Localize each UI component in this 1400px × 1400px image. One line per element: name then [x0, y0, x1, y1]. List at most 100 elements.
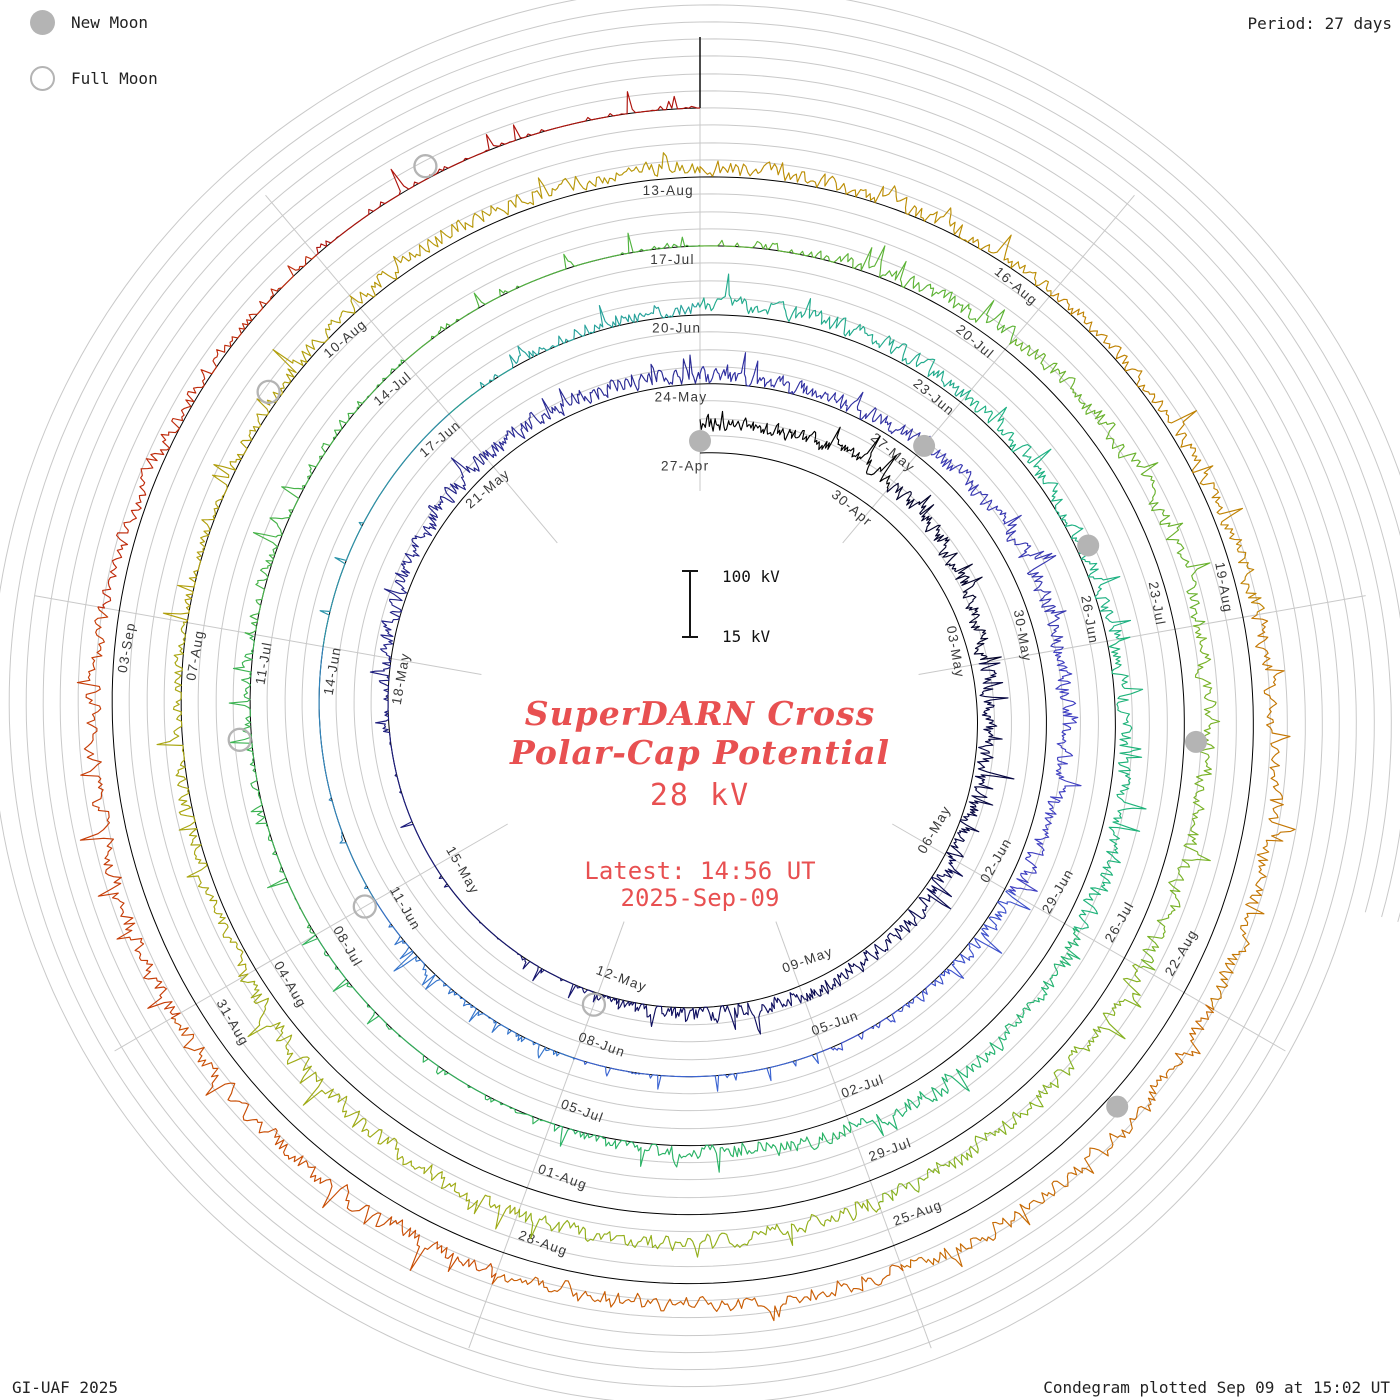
- date-label-30-May: 30-May: [1011, 609, 1035, 664]
- latest-date: 2025-Sep-09: [620, 884, 780, 912]
- date-label-09-May: 09-May: [780, 944, 835, 976]
- potential-trace-segment-8: [482, 354, 701, 461]
- full-moon-icon: [30, 65, 55, 91]
- date-label-25-Aug: 25-Aug: [891, 1197, 944, 1229]
- potential-trace-segment-27: [699, 239, 1016, 344]
- potential-trace-segment-43: [97, 254, 317, 609]
- potential-trace-segment-41: [171, 1017, 497, 1285]
- grid-spiral: [8, 4, 1400, 1388]
- scale-bottom-label: 15 kV: [722, 627, 771, 646]
- potential-trace-segment-37: [1049, 292, 1265, 615]
- new-moon-marker-27-Apr: [689, 430, 711, 452]
- grid-spiral: [42, 38, 1392, 1354]
- period-label: Period: 27 days: [1247, 14, 1393, 33]
- new-moon-marker-24-Jul: [1185, 730, 1207, 753]
- potential-trace-segment-44: [315, 91, 701, 256]
- latest-block: Latest: 14:56 UT 2025-Sep-09: [0, 858, 1400, 912]
- potential-trace-segment-16: [319, 413, 450, 647]
- date-label-29-Jul: 29-Jul: [867, 1135, 914, 1164]
- potential-trace-segment-28: [1009, 338, 1211, 626]
- scale-bar-cap-bottom: [682, 636, 698, 638]
- potential-trace-segment-39: [900, 1004, 1215, 1269]
- legend-new-moon: New Moon: [30, 8, 158, 36]
- potential-trace-segment-7: [380, 453, 488, 659]
- potential-trace-segment-10: [922, 439, 1067, 650]
- date-label-17-Jul: 17-Jul: [650, 252, 695, 267]
- latest-time: Latest: 14:56 UT: [584, 857, 816, 885]
- date-label-02-Jul: 02-Jul: [839, 1072, 886, 1101]
- potential-trace-segment-4: [596, 992, 805, 1035]
- potential-trace-segment-42: [76, 606, 181, 1019]
- potential-trace-segment-36: [699, 160, 1052, 295]
- new-moon-label: New Moon: [71, 12, 149, 32]
- date-label-31-Aug: 31-Aug: [213, 997, 252, 1049]
- potential-trace-segment-5: [434, 865, 599, 1003]
- potential-trace-segment-25: [244, 359, 405, 635]
- date-label-22-Aug: 22-Aug: [1162, 927, 1201, 979]
- date-label-13-Aug: 13-Aug: [643, 183, 694, 198]
- potential-trace-segment-26: [404, 232, 701, 362]
- date-label-16-Aug: 16-Aug: [992, 264, 1041, 308]
- date-label-12-May: 12-May: [594, 962, 649, 994]
- potential-trace-segment-17: [448, 302, 701, 415]
- full-moon-marker-10-Jul: [227, 727, 252, 752]
- potential-trace-segment-24: [228, 632, 316, 936]
- baseline-spiral: [111, 107, 1254, 1285]
- full-moon-marker-11-Jun: [352, 894, 377, 919]
- potential-trace-segment-21: [848, 927, 1081, 1137]
- chart-title-line2: Polar-Cap Potential: [509, 733, 891, 772]
- date-label-01-Aug: 01-Aug: [536, 1161, 589, 1193]
- legend-full-moon: Full Moon: [30, 64, 158, 92]
- potential-trace-segment-33: [156, 621, 249, 977]
- date-label-03-May: 03-May: [944, 625, 968, 680]
- radial-spoke: [918, 595, 1366, 675]
- potential-trace-segment-19: [964, 389, 1132, 640]
- date-label-14-Jul: 14-Jul: [371, 369, 415, 409]
- plotted-label: Condegram plotted Sep 09 at 15:02 UT: [1043, 1378, 1390, 1397]
- date-label-30-Apr: 30-Apr: [829, 487, 876, 530]
- potential-trace-segment-31: [518, 1199, 881, 1258]
- date-label-28-Aug: 28-Aug: [517, 1227, 570, 1259]
- new-moon-marker-27-May: [913, 434, 936, 457]
- potential-trace-segment-23: [302, 934, 551, 1125]
- potential-trace-segment-1: [886, 482, 1002, 663]
- potential-trace-segment-6: [369, 658, 436, 867]
- scale-bar-cap-top: [682, 570, 698, 572]
- radial-spoke: [842, 194, 1135, 544]
- radial-spoke: [265, 194, 558, 544]
- kv-scale-bar: 100 kV 15 kV: [682, 567, 902, 646]
- potential-trace-segment-3: [804, 855, 964, 1002]
- potential-trace-segment-15: [318, 646, 376, 901]
- full-moon-marker-09-Aug: [256, 379, 281, 405]
- full-moon-marker-12-May: [581, 992, 607, 1017]
- date-label-07-Aug: 07-Aug: [183, 629, 207, 682]
- date-label-14-Jun: 14-Jun: [321, 645, 344, 696]
- potential-trace-segment-22: [550, 1121, 852, 1173]
- date-label-08-Jul: 08-Jul: [330, 923, 365, 969]
- potential-trace-segment-2: [946, 661, 1015, 858]
- potential-trace-segment-34: [162, 297, 356, 623]
- full-moon-label: Full Moon: [71, 68, 158, 88]
- radial-spoke: [34, 595, 482, 675]
- full-moon-marker-07-Sep: [413, 154, 438, 179]
- date-label-11-Jul: 11-Jul: [252, 640, 274, 686]
- scale-top-label: 100 kV: [722, 567, 780, 586]
- date-label-24-May: 24-May: [655, 390, 708, 405]
- date-label-03-Sep: 03-Sep: [115, 621, 139, 674]
- date-label-27-Apr: 27-Apr: [661, 459, 709, 474]
- date-label-26-Jun: 26-Jun: [1078, 594, 1101, 645]
- potential-trace-segment-9: [699, 352, 931, 451]
- potential-trace-segment-30: [878, 963, 1142, 1204]
- new-moon-icon: [30, 9, 55, 35]
- potential-trace-segment-29: [1140, 624, 1221, 971]
- chart-title-line1: SuperDARN Cross: [524, 694, 876, 733]
- new-moon-marker-25-Jun: [1077, 534, 1100, 557]
- potential-trace-segment-40: [491, 1264, 904, 1322]
- potential-trace-segment-0: [699, 410, 897, 490]
- new-moon-marker-23-Aug: [1106, 1095, 1129, 1118]
- potential-trace-segment-14: [374, 900, 575, 1060]
- date-label-05-Jun: 05-Jun: [809, 1008, 860, 1039]
- potential-trace-segment-18: [699, 273, 972, 398]
